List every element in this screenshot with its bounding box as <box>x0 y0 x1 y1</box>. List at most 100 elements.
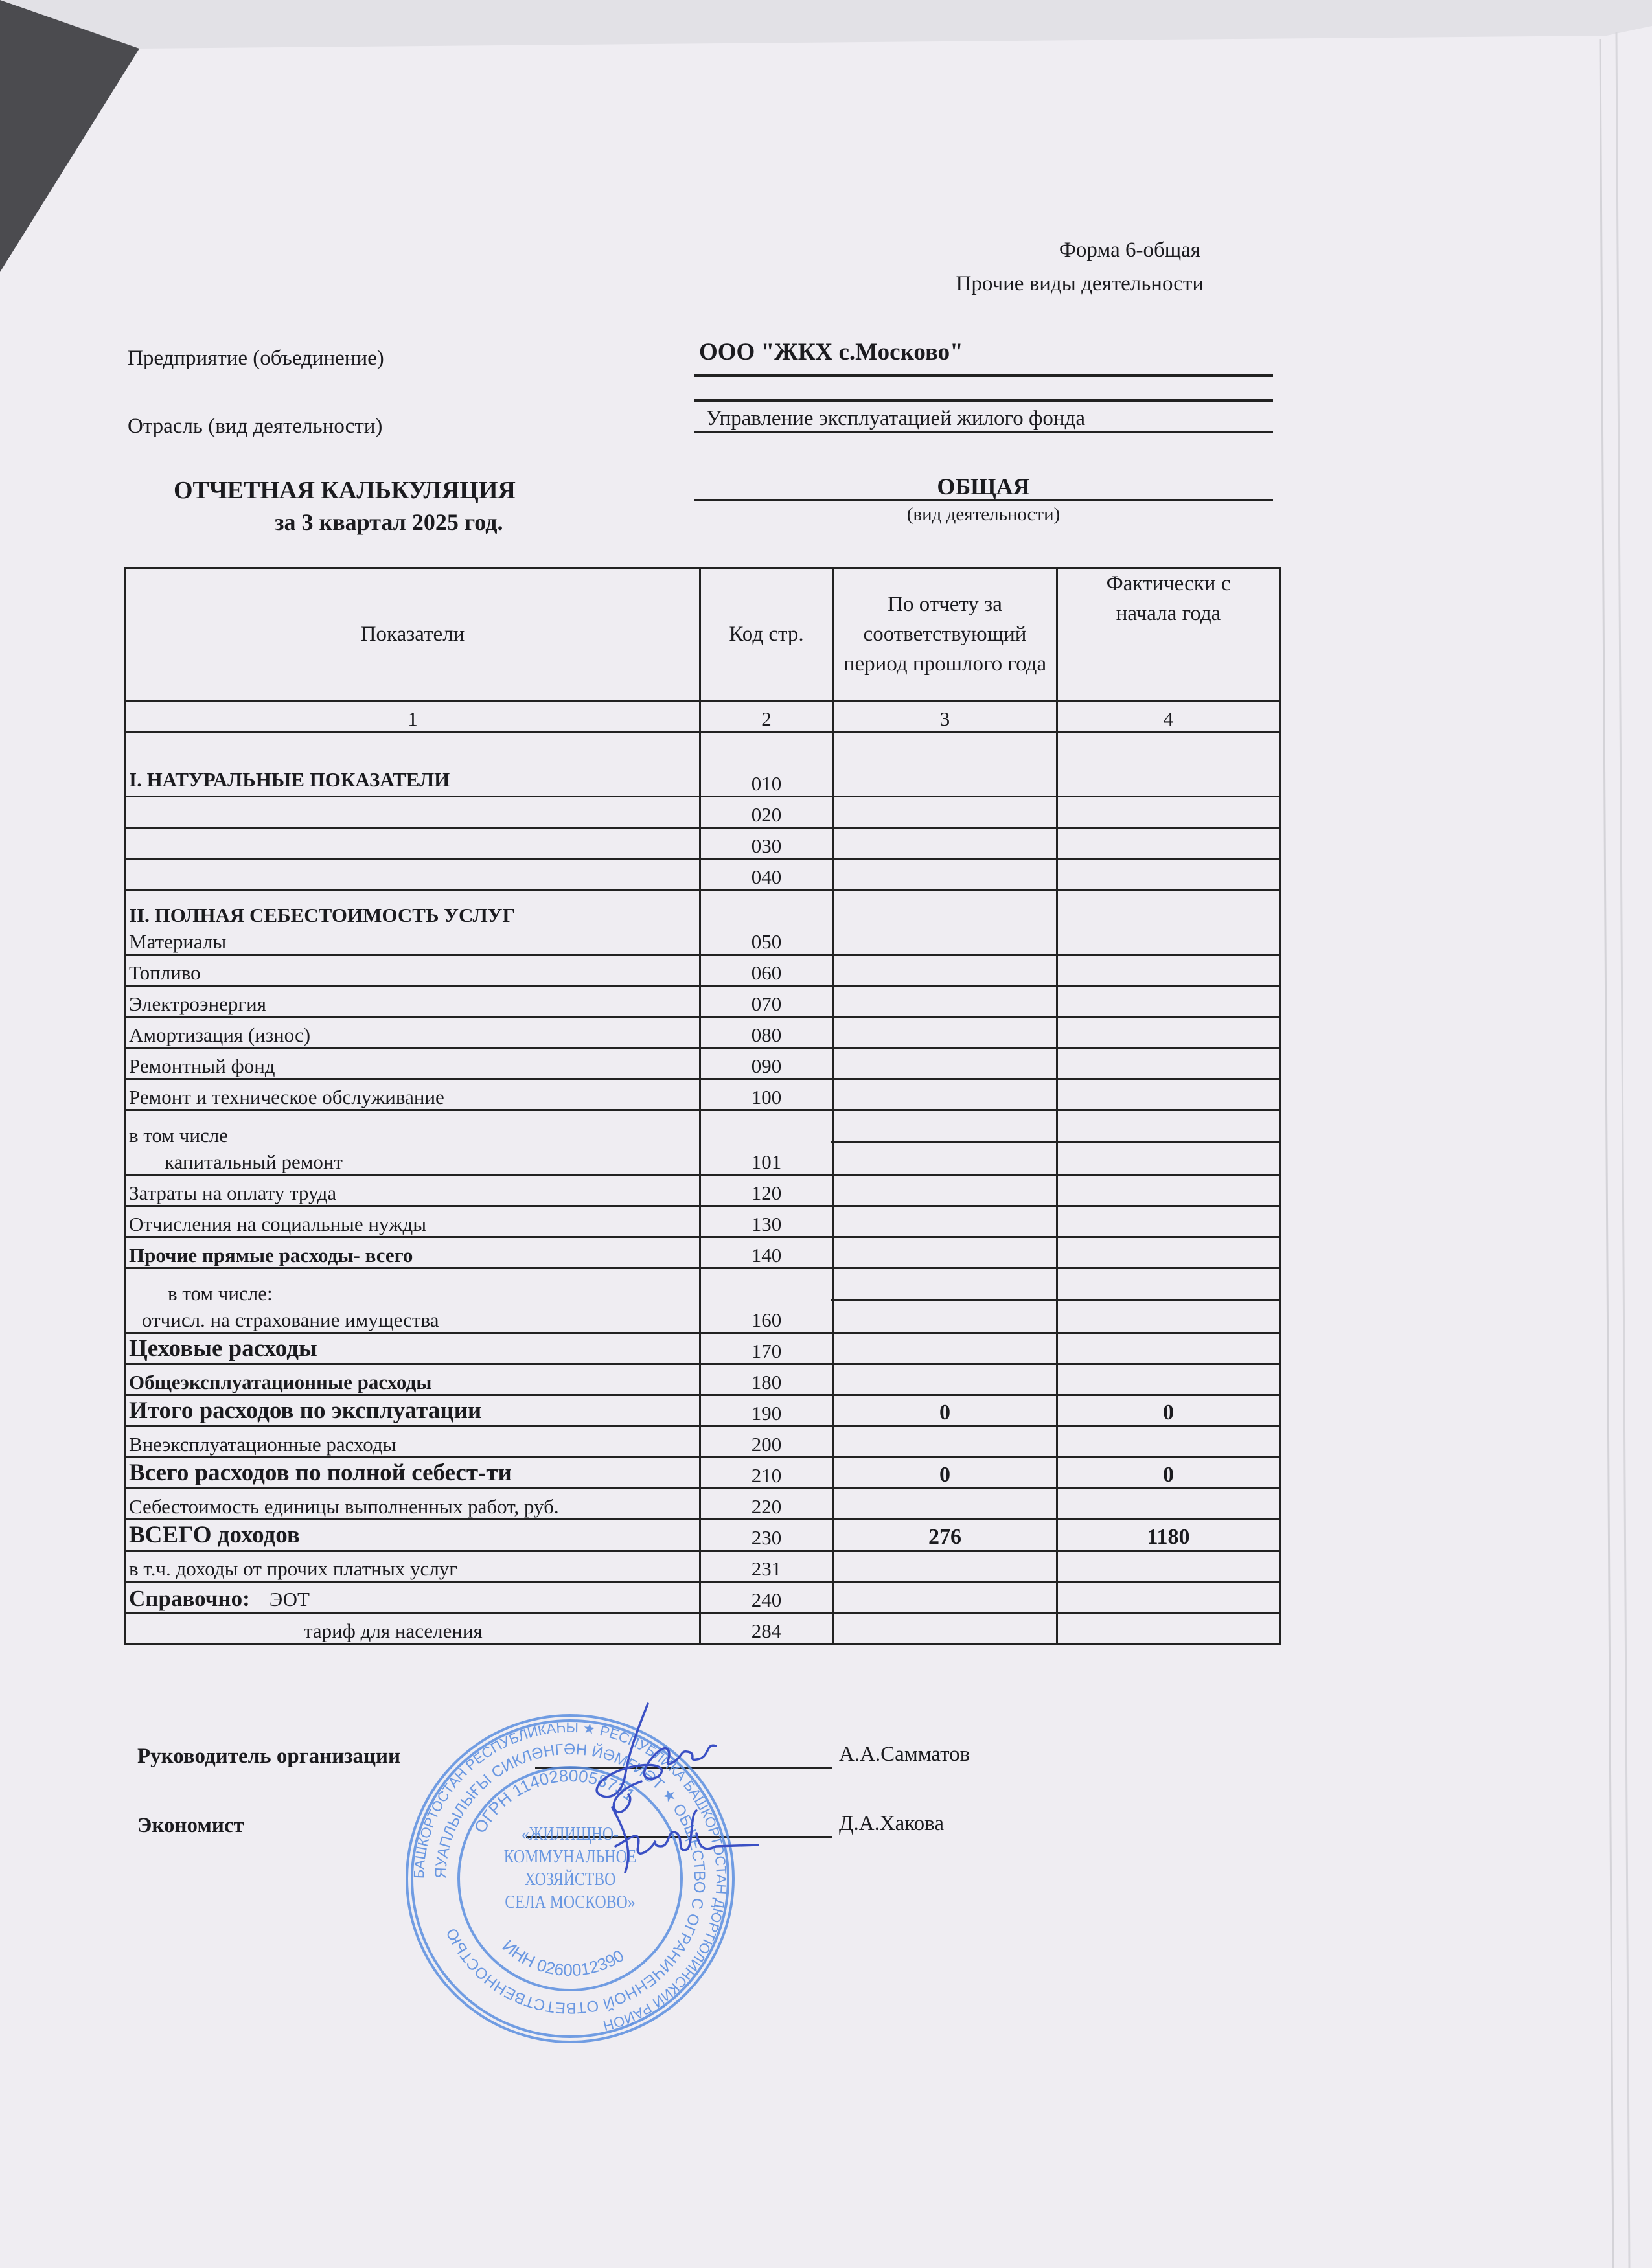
column-header: По отчету за соответствующий период прош… <box>832 567 1058 702</box>
row-code: 040 <box>699 858 834 891</box>
row-label: Себестоимость единицы выполненных работ,… <box>129 1495 559 1518</box>
underline <box>694 399 1273 402</box>
year-to-date-value <box>1056 1205 1281 1238</box>
table-row: 020 <box>124 796 1281 829</box>
row-code: 240 <box>699 1581 834 1614</box>
row-label-cell: Итого расходов по эксплуатации <box>124 1394 701 1427</box>
prev-year-value <box>832 827 1058 860</box>
row-code: 140 <box>699 1236 834 1269</box>
row-code: 210 <box>699 1456 834 1489</box>
prev-year-value <box>832 1016 1058 1049</box>
row-label-cell: Затраты на оплату труда <box>124 1174 701 1207</box>
year-to-date-value <box>1056 796 1281 829</box>
row-code: 020 <box>699 796 834 829</box>
table-row: I. НАТУРАЛЬНЫЕ ПОКАЗАТЕЛИ 010 <box>124 731 1281 797</box>
column-number-row: 1 2 3 4 <box>124 700 1281 733</box>
stamp-center-line: СЕЛА МОСКОВО» <box>505 1892 635 1912</box>
row-label-cell: Амортизация (износ) <box>124 1016 701 1049</box>
row-label-cell: Себестоимость единицы выполненных работ,… <box>124 1487 701 1520</box>
row-label-cell: Прочие прямые расходы- всего <box>124 1236 701 1269</box>
prev-year-value <box>832 1236 1058 1269</box>
row-code: 060 <box>699 954 834 987</box>
row-label: тариф для населения <box>304 1620 483 1643</box>
industry-value: Управление эксплуатацией жилого фонда <box>706 407 1085 430</box>
official-stamp: БАШКОРТОСТАН РЕСПУБЛИКАҺЫ ★ РЕСПУБЛИКА Б… <box>406 1714 735 2043</box>
cell-value: 276 <box>928 1524 961 1549</box>
enterprise-value: ООО "ЖКХ с.Москово" <box>699 339 963 365</box>
table-row: Топливо 060 <box>124 954 1281 987</box>
cell-value: 0 <box>1163 1462 1174 1487</box>
year-to-date-value <box>1056 1487 1281 1520</box>
underline <box>694 499 1273 501</box>
stamp-center-line: ХОЗЯЙСТВО <box>525 1869 616 1889</box>
cell-value: 1180 <box>1147 1524 1190 1549</box>
prev-year-value <box>832 1425 1058 1458</box>
row-code: 050 <box>699 889 834 956</box>
underline <box>694 431 1273 433</box>
row-code: 160 <box>699 1267 834 1334</box>
row-section-label: в том числе <box>129 1123 228 1147</box>
row-label-cell: в том числе: отчисл. на страхование имуще… <box>124 1267 701 1334</box>
row-code: 220 <box>699 1487 834 1520</box>
row-label-cell: Ремонт и техническое обслуживание <box>124 1078 701 1111</box>
row-label: ЭОТ <box>269 1587 310 1610</box>
table-row: Итого расходов по эксплуатации 190 0 0 <box>124 1394 1281 1427</box>
prev-year-value <box>831 1109 1059 1176</box>
table-row: Ремонт и техническое обслуживание 100 <box>124 1078 1281 1111</box>
row-code: 080 <box>699 1016 834 1049</box>
table-row: Электроэнергия 070 <box>124 985 1281 1018</box>
row-label-prefix: Справочно: <box>129 1585 250 1611</box>
row-label-cell <box>124 796 701 829</box>
row-label-cell <box>124 827 701 860</box>
svg-text:ИНН 0260012390: ИНН 0260012390 <box>499 1936 628 1980</box>
prev-year-value: 0 <box>832 1456 1058 1489</box>
year-to-date-value <box>1056 1016 1281 1049</box>
activity-type: Прочие виды деятельности <box>956 272 1204 295</box>
row-label: Отчисления на социальные нужды <box>129 1213 427 1236</box>
prev-year-value <box>832 1550 1058 1583</box>
year-to-date-value <box>1056 731 1281 797</box>
stamp-center-line: «ЖИЛИЩНО- <box>522 1824 619 1844</box>
table-row: ВСЕГО доходов 230 276 1180 <box>124 1518 1281 1552</box>
row-label: Электроэнергия <box>129 992 266 1016</box>
prev-year-value <box>832 1487 1058 1520</box>
split-cell <box>831 1269 1059 1332</box>
year-to-date-value: 1180 <box>1056 1518 1281 1552</box>
split-cell <box>831 1111 1059 1174</box>
row-code: 030 <box>699 827 834 860</box>
prev-year-value <box>832 1174 1058 1207</box>
row-label-cell: II. ПОЛНАЯ СЕБЕСТОИМОСТЬ УСЛУГ Материалы <box>124 889 701 956</box>
prev-year-value <box>832 1205 1058 1238</box>
table-row: 040 <box>124 858 1281 891</box>
year-to-date-value: 0 <box>1056 1394 1281 1427</box>
row-section-label: I. НАТУРАЛЬНЫЕ ПОКАЗАТЕЛИ <box>129 768 450 792</box>
table-row: Амортизация (износ) 080 <box>124 1016 1281 1049</box>
row-label-cell: Ремонтный фонд <box>124 1047 701 1080</box>
stamp-center-line: КОММУНАЛЬНОЕ <box>504 1846 637 1866</box>
prev-year-value <box>832 1047 1058 1080</box>
row-code: 190 <box>699 1394 834 1427</box>
prev-year-value <box>832 796 1058 829</box>
column-header: Код стр. <box>699 567 834 702</box>
year-to-date-value <box>1056 1425 1281 1458</box>
year-to-date-value <box>1056 1581 1281 1614</box>
cell-value: 0 <box>1163 1400 1174 1425</box>
table-row: Ремонтный фонд 090 <box>124 1047 1281 1080</box>
report-period: за 3 квартал 2025 год. <box>275 509 503 535</box>
row-label-cell: Общеэксплуатационные расходы <box>124 1363 701 1396</box>
year-to-date-value <box>1056 1363 1281 1396</box>
table-row: Цеховые расходы 170 <box>124 1332 1281 1365</box>
row-label-cell: тариф для населения <box>124 1612 701 1645</box>
row-section-label: II. ПОЛНАЯ СЕБЕСТОИМОСТЬ УСЛУГ <box>129 903 516 926</box>
table-row: 030 <box>124 827 1281 860</box>
row-code: 130 <box>699 1205 834 1238</box>
column-number: 4 <box>1056 700 1281 733</box>
row-label-cell: I. НАТУРАЛЬНЫЕ ПОКАЗАТЕЛИ <box>124 731 701 797</box>
year-to-date-value <box>1056 1550 1281 1583</box>
row-code: 120 <box>699 1174 834 1207</box>
row-code: 180 <box>699 1363 834 1396</box>
row-code: 230 <box>699 1518 834 1552</box>
table-row: Затраты на оплату труда 120 <box>124 1174 1281 1207</box>
handwritten-signatures <box>595 1702 759 1873</box>
row-label: Ремонтный фонд <box>129 1055 275 1078</box>
